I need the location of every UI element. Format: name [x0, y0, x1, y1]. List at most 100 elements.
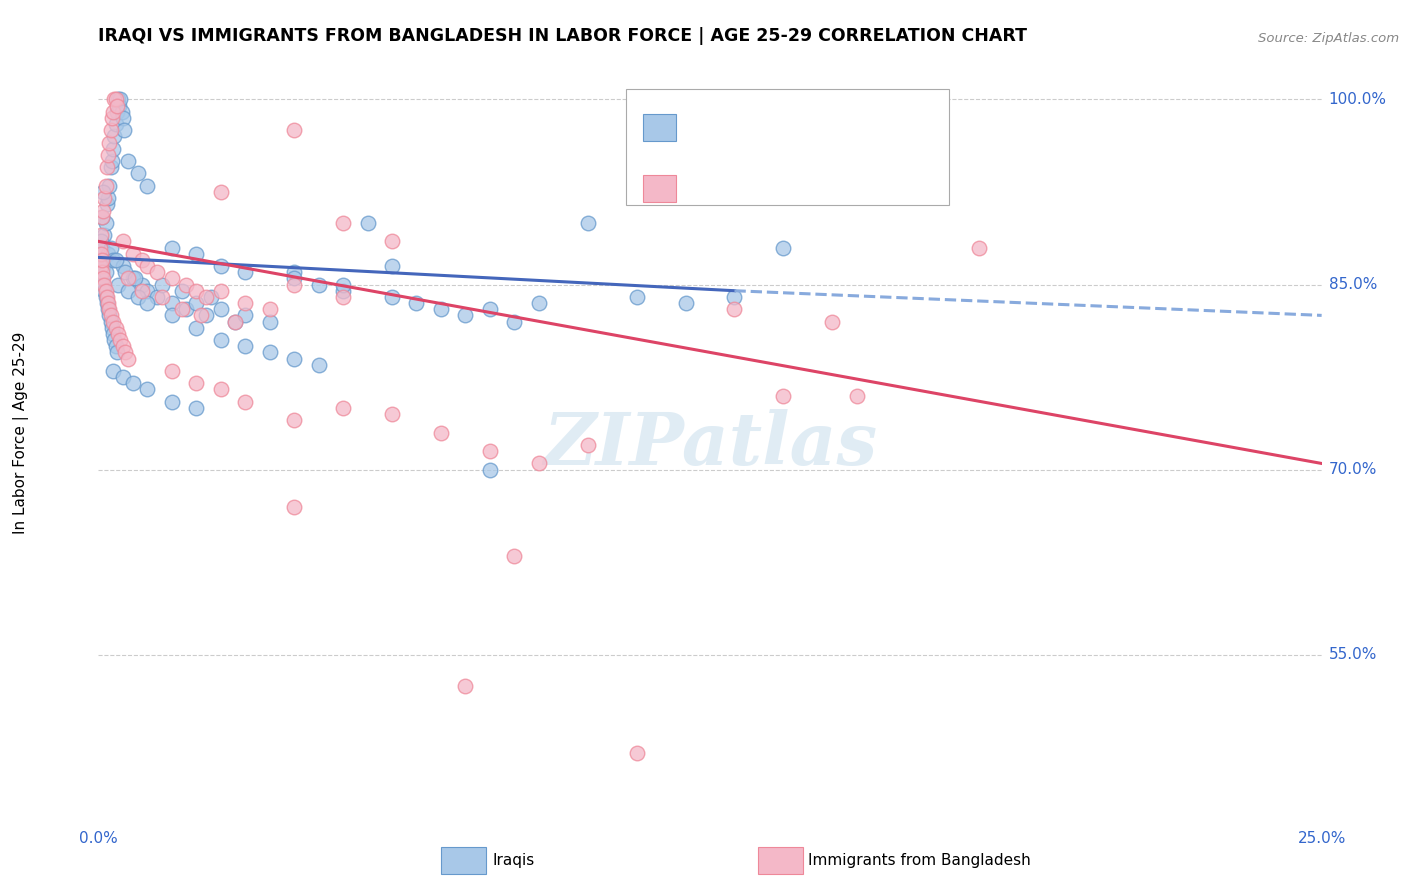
Point: [93, 228, 115, 243]
Point: [89, 252, 111, 267]
Point: [105, 98, 128, 112]
Point: [93, 191, 115, 205]
Text: 0.0%: 0.0%: [79, 831, 118, 846]
Point: [117, 154, 139, 169]
Point: [90, 271, 112, 285]
Point: [195, 309, 218, 323]
Point: [96, 296, 118, 310]
Point: [101, 326, 124, 341]
Point: [94, 290, 117, 304]
Text: 70.0%: 70.0%: [1329, 462, 1376, 477]
Point: [91, 265, 114, 279]
Point: [98, 309, 121, 323]
Point: [103, 333, 125, 347]
Point: [117, 271, 139, 285]
Point: [176, 302, 198, 317]
Point: [160, 309, 183, 323]
Point: [97, 296, 120, 310]
Point: [101, 364, 124, 378]
Point: [150, 277, 173, 292]
Point: [723, 290, 745, 304]
Point: [100, 240, 122, 255]
Point: [430, 425, 453, 440]
Text: ZIPatlas: ZIPatlas: [543, 409, 877, 481]
Point: [381, 290, 404, 304]
Point: [576, 216, 599, 230]
Point: [259, 315, 281, 329]
Point: [454, 679, 477, 693]
Point: [146, 290, 169, 304]
Point: [107, 277, 129, 292]
Point: [136, 284, 159, 298]
Point: [283, 351, 305, 366]
Point: [224, 315, 246, 329]
Point: [209, 302, 232, 317]
Point: [91, 271, 114, 285]
Point: [381, 407, 404, 421]
Text: 85.0%: 85.0%: [1329, 277, 1376, 292]
Point: [101, 320, 124, 334]
Point: [91, 210, 114, 224]
Point: [283, 123, 305, 137]
Point: [772, 389, 794, 403]
Point: [478, 444, 501, 458]
Point: [89, 240, 111, 255]
Point: [90, 246, 112, 260]
Point: [94, 216, 117, 230]
Point: [821, 315, 844, 329]
Point: [454, 309, 477, 323]
Point: [478, 302, 501, 317]
Point: [121, 376, 143, 391]
Point: [111, 104, 134, 119]
Point: [283, 277, 305, 292]
Point: [110, 93, 132, 107]
Point: [104, 320, 127, 334]
Point: [103, 129, 125, 144]
Point: [675, 296, 697, 310]
Point: [233, 309, 256, 323]
Point: [381, 259, 404, 273]
Point: [209, 333, 232, 347]
Point: [107, 93, 129, 107]
Point: [626, 290, 648, 304]
Point: [103, 93, 125, 107]
Point: [772, 240, 794, 255]
Point: [233, 296, 256, 310]
Point: [845, 389, 868, 403]
Point: [105, 345, 128, 359]
Point: [101, 252, 124, 267]
Point: [283, 265, 305, 279]
Point: [114, 345, 136, 359]
Point: [98, 136, 121, 150]
Text: 100.0%: 100.0%: [1329, 92, 1386, 107]
Point: [121, 271, 143, 285]
Point: [91, 240, 114, 255]
Point: [136, 178, 159, 193]
Text: 55.0%: 55.0%: [1329, 648, 1376, 662]
Point: [91, 277, 114, 292]
Point: [111, 111, 134, 125]
Point: [332, 401, 354, 415]
Point: [90, 259, 112, 273]
Point: [332, 216, 354, 230]
Point: [94, 178, 117, 193]
Point: [283, 413, 305, 427]
Point: [209, 259, 232, 273]
Point: [97, 246, 120, 260]
Point: [200, 290, 222, 304]
Point: [90, 228, 112, 243]
Point: [967, 240, 990, 255]
Point: [576, 438, 599, 452]
Point: [405, 296, 427, 310]
Point: [104, 117, 127, 131]
Point: [101, 315, 124, 329]
Point: [101, 154, 124, 169]
Point: [90, 265, 112, 279]
Point: [101, 104, 124, 119]
Point: [94, 265, 117, 279]
Point: [111, 370, 134, 384]
Point: [117, 351, 139, 366]
Point: [478, 463, 501, 477]
Point: [186, 320, 208, 334]
Point: [110, 333, 132, 347]
